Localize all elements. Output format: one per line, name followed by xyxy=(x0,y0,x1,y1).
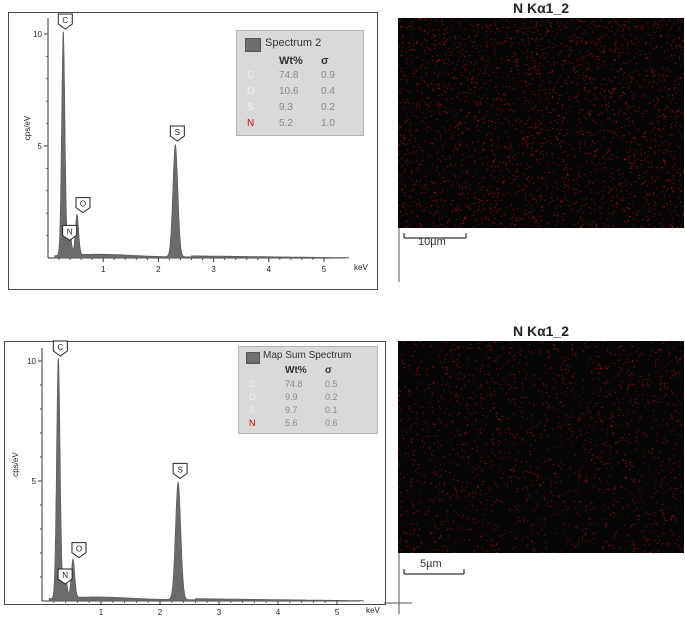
y-tick-label: 10 xyxy=(33,30,42,39)
legend-row: S 9.7 0.1 xyxy=(249,405,369,418)
peak-label-text: O xyxy=(80,200,86,209)
peak-label-text: C xyxy=(62,16,68,25)
legend-sigma: 0.5 xyxy=(325,379,338,389)
y-axis-label: cps/eV xyxy=(11,452,20,477)
legend-wt: 74.8 xyxy=(279,70,299,81)
scalebar-label-top: 10µm xyxy=(418,236,446,248)
x-tick-label: 2 xyxy=(156,265,161,274)
peak-label-c: C xyxy=(52,340,68,357)
legend-header-sigma: σ xyxy=(325,365,332,376)
peak-label-c: C xyxy=(57,13,73,30)
legend-sigma: 0.9 xyxy=(321,70,335,81)
x-tick-label: 3 xyxy=(211,265,216,274)
legend-sigma: 0.1 xyxy=(325,405,338,415)
legend-sigma: 0.2 xyxy=(325,392,338,402)
legend-sigma: 1.0 xyxy=(321,118,335,129)
peak-label-text: N xyxy=(62,571,68,580)
legend-wt: 5.2 xyxy=(279,118,293,129)
map-title-top: N Kα1_2 xyxy=(512,0,570,16)
x-tick-label: 4 xyxy=(276,608,281,617)
legend-box-top: Spectrum 2 Wt% σ C 74.8 0.9 O 10.6 0.4 S… xyxy=(236,30,364,136)
x-tick-label: 1 xyxy=(99,608,104,617)
x-axis-label: keV xyxy=(366,606,380,615)
legend-element: O xyxy=(249,392,257,402)
legend-wt: 9.9 xyxy=(285,392,298,402)
y-axis-label: cps/eV xyxy=(23,115,32,140)
legend-row: C 74.8 0.5 xyxy=(249,379,369,392)
peak-label-text: S xyxy=(175,128,180,137)
peak-label-s: S xyxy=(172,462,188,480)
legend-wt: 74.8 xyxy=(285,379,303,389)
legend-row: O 9.9 0.2 xyxy=(249,392,369,405)
peak-label-s: S xyxy=(169,125,185,142)
legend-swatch xyxy=(246,352,260,364)
legend-header-wt: Wt% xyxy=(285,365,307,376)
legend-swatch xyxy=(245,38,261,52)
legend-element: C xyxy=(249,379,256,389)
legend-row: N 5.2 1.0 xyxy=(247,118,357,132)
legend-row: S 9.3 0.2 xyxy=(247,102,357,116)
x-tick-label: 3 xyxy=(217,608,222,617)
spectrum-series xyxy=(54,31,350,259)
legend-row: C 74.8 0.9 xyxy=(247,70,357,84)
legend-header-wt: Wt% xyxy=(279,55,303,67)
x-tick-label: 1 xyxy=(101,265,106,274)
legend-header-sigma: σ xyxy=(321,55,329,67)
legend-element: C xyxy=(247,70,255,81)
legend-title: Spectrum 2 xyxy=(265,37,322,49)
peak-label-text: O xyxy=(76,545,82,554)
y-tick-label: 10 xyxy=(27,357,36,366)
x-tick-label: 5 xyxy=(322,265,327,274)
peak-label-o: O xyxy=(75,197,91,214)
y-tick-label: 5 xyxy=(32,477,37,486)
legend-element: N xyxy=(249,418,256,428)
x-tick-label: 5 xyxy=(335,608,340,617)
legend-element: S xyxy=(249,405,256,415)
legend-wt: 9.7 xyxy=(285,405,298,415)
legend-sigma: 0.2 xyxy=(321,102,335,113)
legend-title: Map Sum Spectrum xyxy=(263,350,352,361)
legend-row: O 10.6 0.4 xyxy=(247,86,357,100)
legend-sigma: 0.4 xyxy=(321,86,335,97)
x-tick-label: 2 xyxy=(158,608,163,617)
x-axis-label: keV xyxy=(354,263,368,272)
legend-element: O xyxy=(247,86,255,97)
legend-element: S xyxy=(247,102,254,113)
peak-label-n: N xyxy=(62,224,78,241)
peak-label-text: C xyxy=(57,343,63,352)
peak-label-o: O xyxy=(71,542,87,559)
legend-wt: 5.6 xyxy=(285,418,298,428)
peak-label-n: N xyxy=(57,568,73,585)
x-tick-label: 4 xyxy=(267,265,272,274)
legend-box-bottom: Map Sum Spectrum Wt% σ C 74.8 0.5 O 9.9 … xyxy=(238,346,378,434)
peak-label-text: S xyxy=(177,465,182,474)
legend-wt: 10.6 xyxy=(279,86,299,97)
scalebar-label-bottom: 5µm xyxy=(420,558,442,570)
legend-wt: 9.3 xyxy=(279,102,293,113)
element-map-bottom xyxy=(398,341,684,553)
element-map-top xyxy=(398,18,684,228)
legend-row: N 5.6 0.6 xyxy=(249,418,369,431)
peak-label-text: N xyxy=(67,227,73,236)
legend-sigma: 0.6 xyxy=(325,418,338,428)
map-title-bottom: N Kα1_2 xyxy=(512,323,570,339)
legend-element: N xyxy=(247,118,255,129)
y-tick-label: 5 xyxy=(38,142,43,151)
spectrum-series xyxy=(48,358,364,602)
